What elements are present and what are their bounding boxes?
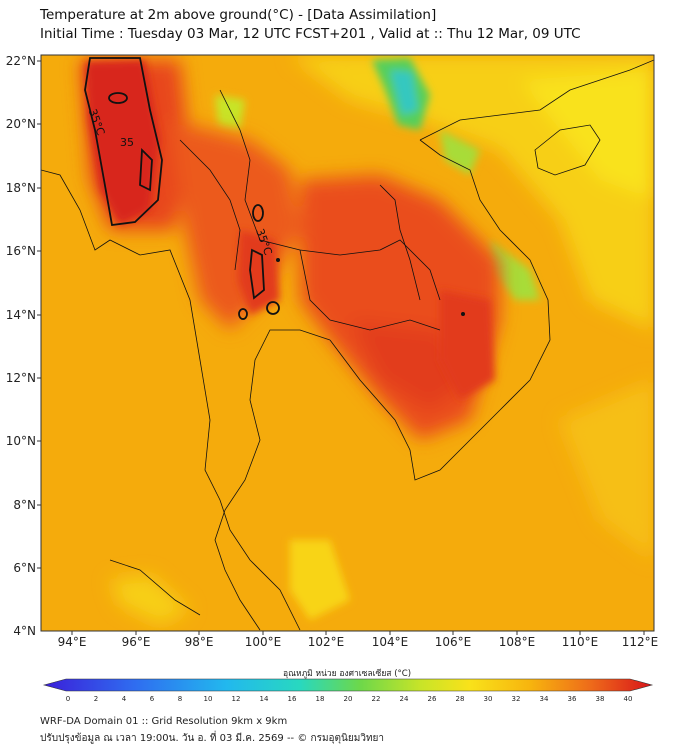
lon-tick-label: 112°E [622, 635, 659, 649]
colorbar-tick-label: 14 [260, 695, 269, 703]
colorbar-tick-label: 12 [232, 695, 241, 703]
colorbar-tick-label: 0 [66, 695, 70, 703]
lon-tick-label: 98°E [185, 635, 214, 649]
lat-tick-label: 12°N [6, 371, 36, 385]
colorbar-tick-label: 20 [344, 695, 353, 703]
colorbar-tick-label: 8 [178, 695, 182, 703]
colorbar [42, 678, 654, 692]
lat-tick-label: 14°N [6, 308, 36, 322]
footer-update-info: ปรับปรุงข้อมูล ณ เวลา 19:00น. วัน อ. ที่… [40, 733, 385, 744]
lat-tick-label: 10°N [6, 434, 36, 448]
map-subtitle: Initial Time : Tuesday 03 Mar, 12 UTC FC… [40, 26, 581, 42]
lon-tick-label: 104°E [372, 635, 409, 649]
lat-tick-label: 18°N [6, 181, 36, 195]
lon-tick-label: 96°E [122, 635, 151, 649]
lon-tick-label: 100°E [245, 635, 282, 649]
lon-tick-label: 108°E [499, 635, 536, 649]
colorbar-tick-label: 40 [624, 695, 633, 703]
lat-tick-label: 20°N [6, 117, 36, 131]
colorbar-tick-label: 22 [372, 695, 381, 703]
lon-tick-label: 94°E [58, 635, 87, 649]
lon-tick-label: 106°E [435, 635, 472, 649]
contours-35c [84, 57, 280, 320]
lat-tick-label: 6°N [13, 561, 36, 575]
temperature-field [41, 55, 654, 631]
colorbar-tick-label: 10 [204, 695, 213, 703]
colorbar-tick-label: 16 [288, 695, 297, 703]
colorbar-tick-label: 36 [568, 695, 577, 703]
colorbar-tick-label: 6 [150, 695, 155, 703]
colorbar-tick-label: 32 [512, 695, 521, 703]
lat-tick-label: 22°N [6, 54, 36, 68]
colorbar-tick-label: 30 [484, 695, 493, 703]
colorbar-tick-label: 2 [94, 695, 98, 703]
longitude-labels: 94°E 96°E 98°E 100°E 102°E 104°E 106°E 1… [58, 635, 659, 649]
map-title: Temperature at 2m above ground(°C) - [Da… [40, 7, 437, 23]
footer-domain-info: WRF-DA Domain 01 :: Grid Resolution 9km … [40, 716, 288, 727]
colorbar-tick-label: 18 [316, 695, 325, 703]
map-frame [40, 54, 655, 632]
lat-tick-label: 4°N [13, 624, 36, 638]
lat-tick-label: 16°N [6, 244, 36, 258]
coastlines [41, 59, 654, 631]
colorbar-ticks: 0 2 4 6 8 10 12 14 16 18 20 22 24 26 28 30 32 34 36 38 40 [66, 695, 633, 703]
lat-tick-label: 8°N [13, 498, 36, 512]
lon-tick-label: 102°E [308, 635, 345, 649]
latitude-labels: 22°N 20°N 18°N 16°N 14°N 12°N 10°N 8°N 6… [6, 54, 36, 638]
lon-tick-label: 110°E [562, 635, 599, 649]
colorbar-tick-label: 4 [122, 695, 127, 703]
colorbar-tick-label: 24 [400, 695, 409, 703]
contour-label: 35 [120, 136, 134, 149]
colorbar-tick-label: 38 [596, 695, 605, 703]
colorbar-tick-label: 26 [428, 695, 437, 703]
colorbar-tick-label: 34 [540, 695, 549, 703]
colorbar-title: อุณหภูมิ หน่วย องศาเซลเซียส (°C) [283, 668, 411, 679]
colorbar-tick-label: 28 [456, 695, 465, 703]
